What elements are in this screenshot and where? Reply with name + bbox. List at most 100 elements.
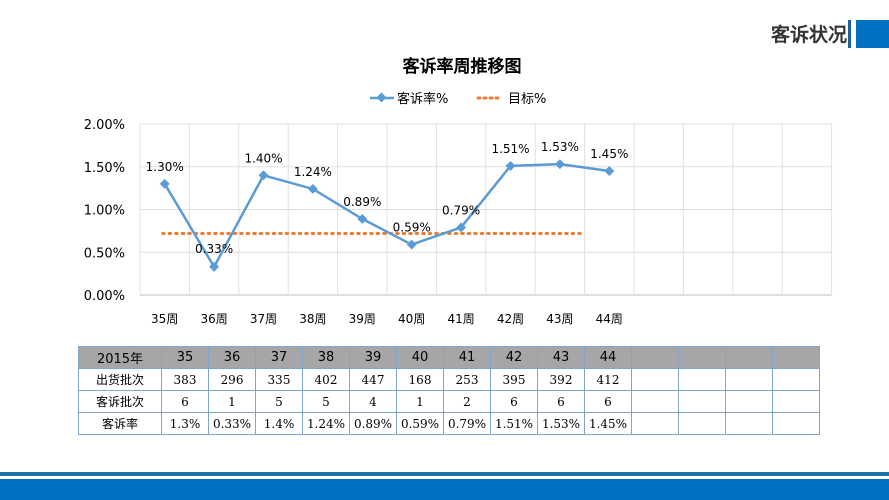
table-cell: 42: [490, 346, 538, 369]
table-cell: 44: [584, 346, 632, 369]
table-cell: 客诉率: [78, 412, 162, 435]
table-header-row: 2015年 35 36 37 38 39 40 41 42 43 44: [78, 346, 820, 369]
table-cell: 1.53%: [537, 412, 585, 435]
table-cell: [725, 412, 773, 435]
table-cell: [678, 368, 726, 391]
table-cell: 335: [255, 368, 303, 391]
table-cell: 392: [537, 368, 585, 391]
title-square: [856, 20, 889, 48]
table-cell: 4: [349, 390, 397, 413]
data-point: [554, 159, 565, 170]
table-cell: [631, 346, 679, 369]
table-cell: [772, 390, 820, 413]
table-row: 出货批次 383 296 335 402 447 168 253 395 392 412: [78, 368, 820, 391]
table-cell: [725, 390, 773, 413]
table-cell: 出货批次: [78, 368, 162, 391]
table-cell: 1.24%: [302, 412, 350, 435]
table-row: 客诉批次 6 1 5 5 4 1 2 6 6 6: [78, 390, 820, 413]
table-cell: 37: [255, 346, 303, 369]
data-label: 1.53%: [541, 140, 579, 154]
table-cell: 0.89%: [349, 412, 397, 435]
data-point: [456, 222, 467, 233]
table-cell: 412: [584, 368, 632, 391]
legend-marker: [376, 92, 387, 103]
table-cell: 43: [537, 346, 585, 369]
table-cell: [772, 368, 820, 391]
table-cell: [772, 346, 820, 369]
table-cell: 1.45%: [584, 412, 632, 435]
table-cell: [631, 390, 679, 413]
x-tick-label: 37周: [250, 312, 277, 326]
y-tick-label: 0.00%: [84, 289, 125, 304]
series-line: [163, 162, 610, 270]
x-tick-label: 40周: [398, 312, 425, 326]
table-cell: 2015年: [78, 346, 162, 369]
data-point: [505, 160, 516, 171]
data-table: 2015年 35 36 37 38 39 40 41 42 43 44 出货批次 383 296 335 40…: [78, 346, 820, 435]
table-cell: [725, 368, 773, 391]
title-divider: [848, 20, 851, 48]
x-tick-label: 35周: [151, 312, 178, 326]
table-cell: [772, 412, 820, 435]
table-cell: 客诉批次: [78, 390, 162, 413]
x-tick-label: 43周: [546, 312, 573, 326]
table-cell: 253: [443, 368, 491, 391]
data-label: 0.79%: [442, 203, 480, 217]
data-label: 1.40%: [244, 151, 282, 165]
table-cell: 1.4%: [255, 412, 303, 435]
table-cell: [678, 346, 726, 369]
footer-bar: [0, 479, 889, 500]
table-cell: 5: [255, 390, 303, 413]
table-cell: [678, 390, 726, 413]
table-cell: 6: [584, 390, 632, 413]
chart-title: 客诉率周推移图: [402, 56, 522, 77]
footer-line: [0, 472, 889, 476]
table-cell: 38: [302, 346, 350, 369]
x-tick-label: 42周: [497, 312, 524, 326]
data-label: 0.59%: [393, 221, 431, 235]
table-cell: 6: [161, 390, 209, 413]
table-cell: 0.33%: [208, 412, 256, 435]
data-label: 0.89%: [343, 195, 381, 209]
table-cell: 35: [161, 346, 209, 369]
x-tick-label: 38周: [299, 312, 326, 326]
table-cell: 168: [396, 368, 444, 391]
legend-label: 客诉率%: [397, 91, 448, 107]
table-cell: 40: [396, 346, 444, 369]
legend-label: 目标%: [508, 92, 546, 107]
table-cell: 383: [161, 368, 209, 391]
data-label: 1.45%: [590, 147, 628, 161]
y-tick-label: 0.50%: [84, 246, 125, 261]
table-cell: 296: [208, 368, 256, 391]
data-point: [604, 166, 615, 176]
table-cell: [725, 346, 773, 369]
table-cell: [631, 368, 679, 391]
data-point: [209, 261, 220, 272]
table-cell: 402: [302, 368, 350, 391]
data-point: [307, 184, 318, 194]
x-tick-label: 44周: [596, 312, 623, 326]
y-tick-label: 2.00%: [84, 118, 125, 133]
data-point: [357, 213, 368, 224]
data-label: 0.33%: [195, 242, 233, 256]
table-cell: 1.3%: [161, 412, 209, 435]
data-label: 1.30%: [146, 160, 184, 174]
table-cell: 447: [349, 368, 397, 391]
table-cell: 0.79%: [443, 412, 491, 435]
table-cell: 395: [490, 368, 538, 391]
data-label: 1.51%: [491, 142, 529, 156]
table-cell: 2: [443, 390, 491, 413]
data-point: [258, 170, 269, 181]
table-cell: 6: [537, 390, 585, 413]
table-cell: 0.59%: [396, 412, 444, 435]
table-cell: 41: [443, 346, 491, 369]
y-tick-label: 1.50%: [84, 161, 125, 176]
data-label: 1.24%: [294, 165, 332, 179]
data-point: [406, 239, 417, 250]
table-cell: 36: [208, 346, 256, 369]
x-tick-label: 41周: [447, 312, 474, 326]
x-tick-label: 39周: [349, 312, 376, 326]
table-cell: 5: [302, 390, 350, 413]
y-tick-label: 1.00%: [84, 204, 125, 219]
